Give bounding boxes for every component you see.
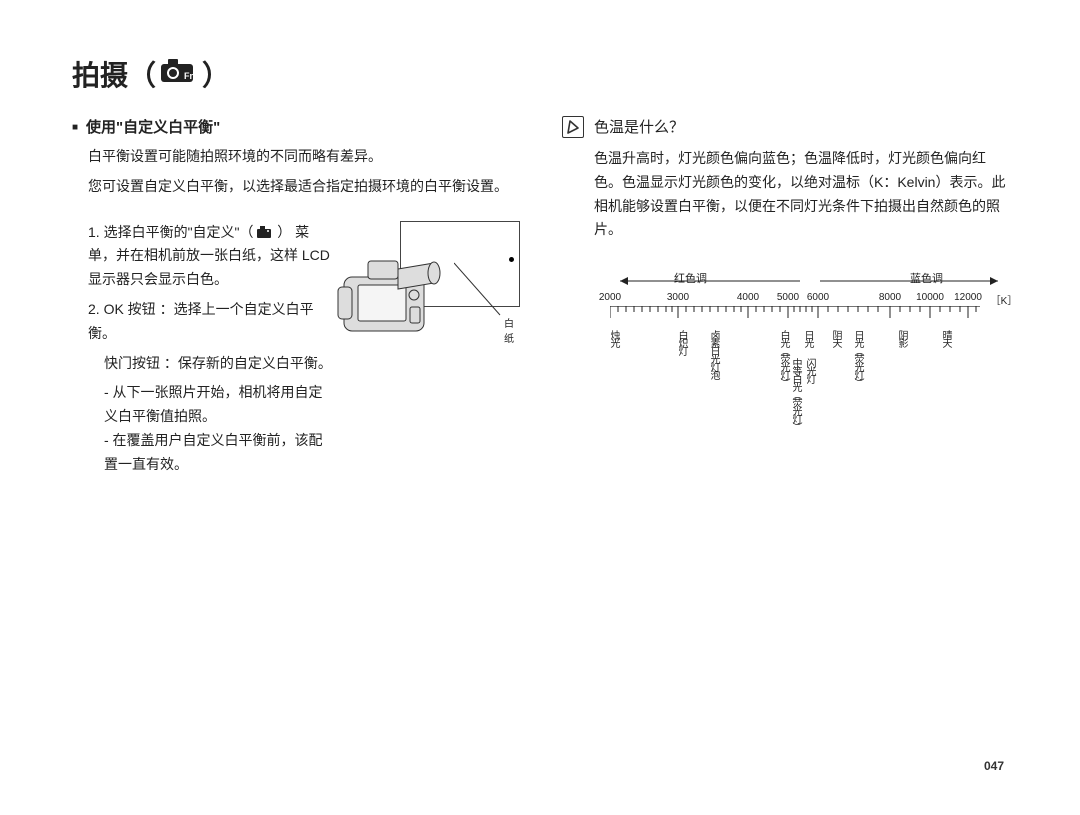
white-paper-label: 白纸 xyxy=(504,315,520,345)
label-midwhitefluor: 中等白光（荧光灯） xyxy=(788,358,803,430)
label-candle: 烛光 xyxy=(606,330,621,346)
svg-text:Fn: Fn xyxy=(184,71,195,81)
label-daylight: 日光 xyxy=(800,330,815,346)
note-body: 色温升高时，灯光颜色偏向蓝色；色温降低时，灯光颜色偏向红色。色温显示灯光颜色的变… xyxy=(594,147,1010,242)
tick-4000: 4000 xyxy=(737,292,759,303)
step-2-line2: 快门按钮 ：保存新的自定义白平衡。 xyxy=(104,352,334,376)
custom-wb-heading-text: 使用"自定义白平衡" xyxy=(86,116,220,137)
custom-wb-heading: 使用"自定义白平衡" xyxy=(72,116,532,137)
label-cloudy: 阴天 xyxy=(828,330,843,346)
step-1a: 1. 选择白平衡的"自定义"（ xyxy=(88,224,254,240)
camera-paper-figure: 白纸 xyxy=(340,221,520,371)
label-incandescent: 白炽灯 xyxy=(674,330,689,354)
tick-8000: 8000 xyxy=(879,292,901,303)
camera-fn-icon: Fn xyxy=(160,58,198,91)
step-1: 1. 选择白平衡的"自定义"（ ） 菜单，并在相机前放一张白纸，这样 LCD 显… xyxy=(88,221,334,292)
note-title: 色温是什么？ xyxy=(594,116,1010,137)
page-title: 拍摄（ Fn ） xyxy=(72,54,1008,94)
blue-tone-label: 蓝色调 xyxy=(910,270,943,286)
step-2-line1: 2. OK 按钮 ：选择上一个自定义白平衡。 xyxy=(88,298,334,346)
scale-arrows xyxy=(610,274,1010,288)
label-shade: 阴影 xyxy=(894,330,909,346)
right-column: 色温是什么？ 色温升高时，灯光颜色偏向蓝色；色温降低时，灯光颜色偏向红色。色温显… xyxy=(562,116,1002,477)
tick-10000: 10000 xyxy=(916,292,944,303)
note-icon xyxy=(562,116,584,138)
label-flash: 闪光灯 xyxy=(802,358,817,382)
label-halogen: 卤素日光灯泡 xyxy=(706,330,721,378)
tick-12000: 12000 xyxy=(954,292,982,303)
red-tone-label: 红色调 xyxy=(674,270,707,286)
title-suffix: ） xyxy=(202,54,230,94)
tick-6000: 6000 xyxy=(807,292,829,303)
custom-wb-icon xyxy=(257,222,273,234)
wb-intro-2: 您可设置自定义白平衡，以选择最适合指定拍摄环境的白平衡设置。 xyxy=(88,175,532,199)
tick-2000: 2000 xyxy=(599,292,621,303)
k-unit: ［K］ xyxy=(991,292,1018,307)
label-sunny: 晴天 xyxy=(938,330,953,346)
title-prefix: 拍摄（ xyxy=(72,54,156,94)
substep-2: - 在覆盖用户自定义白平衡前，该配置一直有效。 xyxy=(104,429,334,477)
camera-illustration xyxy=(334,249,454,349)
left-column: 使用"自定义白平衡" 白平衡设置可能随拍照环境的不同而略有差异。 您可设置自定义… xyxy=(72,116,532,477)
label-daylightfluor: 日光（荧光灯） xyxy=(850,330,865,386)
leader-line xyxy=(454,261,516,321)
tick-3000: 3000 xyxy=(667,292,689,303)
scale-ruler xyxy=(610,306,1010,330)
tick-5000: 5000 xyxy=(777,292,799,303)
wb-intro-1: 白平衡设置可能随拍照环境的不同而略有差异。 xyxy=(88,145,532,169)
substep-1: - 从下一张照片开始，相机将用自定义白平衡值拍照。 xyxy=(104,381,334,429)
color-temp-scale: 红色调 蓝色调 2000 3000 4000 5000 6000 8000 10… xyxy=(610,274,1010,288)
page-number: 047 xyxy=(984,759,1004,773)
